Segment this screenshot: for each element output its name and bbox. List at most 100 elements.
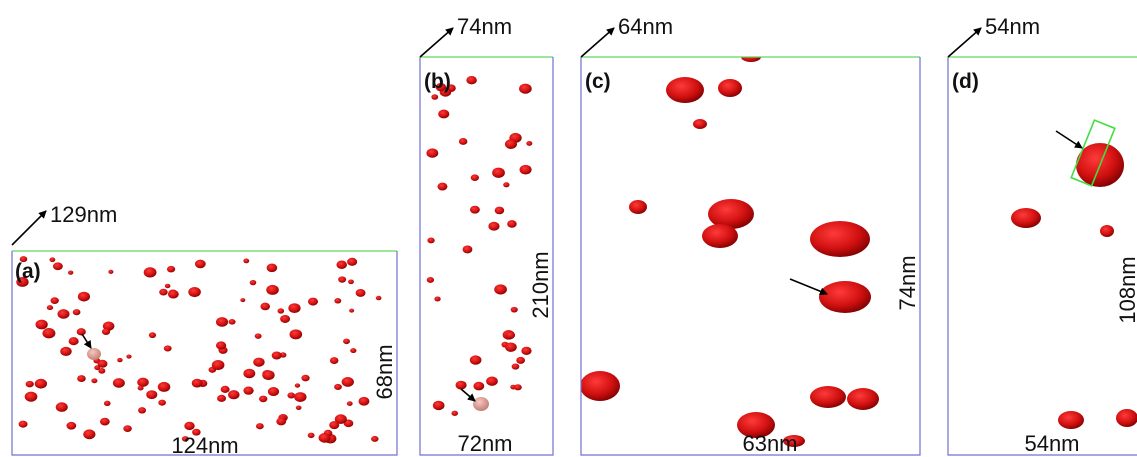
particle <box>520 165 532 175</box>
particle <box>348 279 354 284</box>
particle <box>376 296 382 300</box>
particle <box>438 110 449 119</box>
particle <box>216 317 228 327</box>
particle <box>36 320 48 330</box>
particle <box>56 402 68 412</box>
particle <box>35 379 47 389</box>
particle <box>470 206 480 214</box>
particle <box>505 342 517 351</box>
particle <box>168 290 179 299</box>
particle <box>104 401 111 406</box>
particle <box>433 401 445 410</box>
particle <box>451 411 458 416</box>
panel-c: 64nm (c) 63nm 74nm <box>580 14 920 456</box>
particle <box>334 298 341 304</box>
particle <box>255 333 262 339</box>
depth-arrow <box>12 211 46 245</box>
particle <box>243 369 255 379</box>
particle <box>471 174 479 181</box>
particle <box>434 296 440 301</box>
particle <box>459 138 467 145</box>
particle <box>216 341 226 349</box>
particle <box>158 400 166 406</box>
particle <box>526 141 532 146</box>
figure: 129nm (a) 124nm 68nm 74nm (b) 72nm 210nm <box>0 0 1137 457</box>
particle <box>159 289 167 296</box>
particle <box>25 392 38 402</box>
particle <box>51 297 59 304</box>
particle <box>49 257 55 262</box>
particle <box>138 386 144 391</box>
particle <box>437 183 447 191</box>
particle <box>473 382 484 391</box>
particle <box>192 379 203 388</box>
particle <box>98 360 108 368</box>
particle <box>83 429 95 439</box>
particle <box>277 308 284 313</box>
particle <box>123 425 131 432</box>
particle <box>229 319 236 325</box>
particle <box>47 305 53 310</box>
particle <box>350 348 356 353</box>
particle <box>66 422 76 430</box>
particle <box>78 292 90 302</box>
particle <box>516 357 525 364</box>
particle <box>276 418 286 426</box>
particle <box>519 84 532 94</box>
particle <box>294 392 306 402</box>
particle <box>506 332 515 339</box>
particles <box>580 52 879 447</box>
panel-label: (b) <box>424 70 451 93</box>
particle <box>495 207 505 215</box>
depth-label: 129nm <box>50 202 117 227</box>
particle <box>319 433 331 443</box>
particle <box>243 387 253 395</box>
particle <box>102 328 110 335</box>
depth-arrow <box>581 28 614 57</box>
particle <box>260 303 270 311</box>
particle <box>295 383 300 387</box>
box-frame <box>948 57 1137 455</box>
particle <box>149 332 156 338</box>
page: 129nm (a) 124nm 68nm 74nm (b) 72nm 210nm <box>0 0 1137 457</box>
particle <box>359 397 370 406</box>
particle <box>184 422 194 430</box>
depth-label: 74nm <box>457 14 512 39</box>
panel-label: (d) <box>952 70 979 93</box>
particle <box>268 387 279 396</box>
particle <box>164 345 172 351</box>
particle <box>250 280 257 285</box>
particle <box>26 381 34 388</box>
particle <box>188 287 201 297</box>
panel-d: 54nm (d) 54nm 108nm <box>948 14 1137 456</box>
particle <box>77 375 86 382</box>
particle <box>144 267 157 277</box>
particle <box>240 298 245 302</box>
particle <box>503 182 509 187</box>
particle <box>507 220 517 228</box>
particle <box>266 285 279 295</box>
particle <box>427 237 434 243</box>
particle <box>492 168 505 178</box>
particle <box>347 401 353 406</box>
particle <box>73 309 81 315</box>
particle <box>60 347 71 356</box>
particle <box>146 390 157 399</box>
particles <box>16 256 381 443</box>
particle <box>262 370 274 380</box>
panel-a: 129nm (a) 124nm 68nm <box>12 202 397 457</box>
particle <box>329 421 339 429</box>
particle <box>456 381 467 390</box>
particle <box>126 355 131 359</box>
particle <box>228 390 239 399</box>
particle <box>165 284 171 288</box>
particle <box>98 368 105 374</box>
particle <box>521 347 531 355</box>
depth-arrow <box>420 28 453 57</box>
particle <box>426 148 438 157</box>
particle <box>117 358 122 362</box>
particle <box>427 277 434 283</box>
particle <box>68 270 73 274</box>
particle <box>137 378 149 387</box>
particle <box>488 222 499 231</box>
